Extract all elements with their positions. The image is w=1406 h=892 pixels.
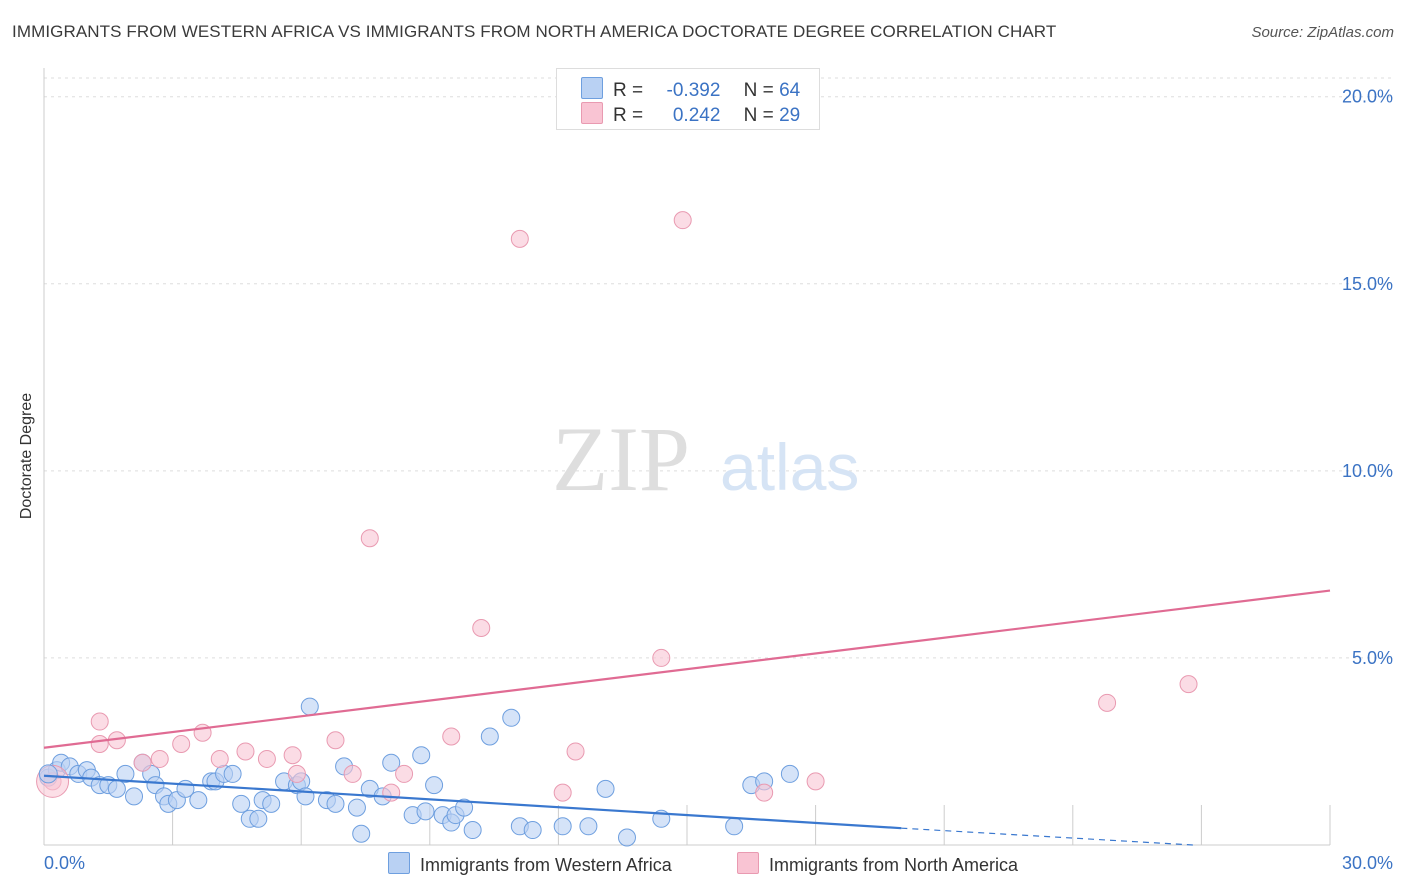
point-series0-50 bbox=[463, 821, 482, 840]
x-tick-label-min: 0.0% bbox=[44, 853, 85, 873]
point-series1-11 bbox=[283, 746, 302, 765]
point-series0-54 bbox=[523, 821, 542, 840]
chart-title: IMMIGRANTS FROM WESTERN AFRICA VS IMMIGR… bbox=[12, 22, 1057, 41]
point-series1-10 bbox=[257, 749, 276, 768]
gridlines bbox=[44, 77, 1392, 659]
trend-line-western-africa bbox=[43, 774, 902, 830]
point-series0-11 bbox=[125, 787, 144, 806]
point-series0-49 bbox=[455, 798, 474, 817]
bottom-legend-north-america: Immigrants from North America bbox=[737, 852, 1018, 876]
point-series0-56 bbox=[579, 817, 598, 836]
bottom-legend-label-blue: Immigrants from Western Africa bbox=[420, 855, 672, 875]
y-tick-label-0: 5.0% bbox=[1352, 648, 1393, 668]
point-series1-15 bbox=[360, 529, 379, 548]
bottom-legend-swatch-pink bbox=[737, 852, 759, 874]
point-series0-60 bbox=[725, 817, 744, 836]
data-points bbox=[36, 211, 1198, 847]
point-series1-8 bbox=[210, 749, 229, 768]
point-series1-23 bbox=[652, 648, 671, 667]
point-series0-28 bbox=[262, 794, 281, 813]
point-series0-45 bbox=[425, 776, 444, 795]
point-series1-16 bbox=[382, 783, 401, 802]
watermark-zip: ZIP bbox=[552, 408, 690, 510]
point-series0-44 bbox=[416, 802, 435, 821]
point-series0-19 bbox=[189, 791, 208, 810]
point-series0-26 bbox=[249, 809, 268, 828]
point-series0-10 bbox=[116, 764, 135, 783]
point-series0-9 bbox=[107, 779, 126, 798]
point-series1-28 bbox=[1179, 675, 1198, 694]
legend-swatch-blue bbox=[581, 77, 603, 99]
legend-r-label: R = bbox=[613, 105, 644, 126]
bottom-legend-western-africa: Immigrants from Western Africa bbox=[388, 852, 672, 876]
point-series0-57 bbox=[596, 779, 615, 798]
y-tick-label-3: 20.0% bbox=[1342, 87, 1393, 107]
point-cluster-blue bbox=[38, 764, 58, 784]
legend-row-western-africa: R = -0.392 N = 64 bbox=[581, 77, 800, 101]
point-series0-41 bbox=[382, 753, 401, 772]
point-series1-21 bbox=[553, 783, 572, 802]
trend-line-north-america bbox=[43, 589, 1331, 749]
watermark: ZIP atlas bbox=[552, 408, 859, 510]
bottom-legend-label-pink: Immigrants from North America bbox=[769, 855, 1019, 875]
point-series0-33 bbox=[300, 697, 319, 716]
point-series1-4 bbox=[133, 753, 152, 772]
legend-n-label: N = bbox=[743, 80, 774, 101]
legend-swatch-pink bbox=[581, 102, 603, 124]
bottom-legend-swatch-blue bbox=[388, 852, 410, 874]
point-series1-5 bbox=[150, 749, 169, 768]
y-tick-label-2: 15.0% bbox=[1342, 274, 1393, 294]
point-series1-14 bbox=[343, 764, 362, 783]
point-series0-35 bbox=[326, 794, 345, 813]
legend-r-value-pink: 0.242 bbox=[672, 105, 721, 126]
legend-n-value-pink: 29 bbox=[779, 105, 801, 126]
point-series0-58 bbox=[617, 828, 636, 847]
legend-n-value-blue: 64 bbox=[779, 80, 801, 101]
point-series1-6 bbox=[172, 734, 191, 753]
point-series1-19 bbox=[472, 618, 491, 637]
point-series0-55 bbox=[553, 817, 572, 836]
x-tick-label-max: 30.0% bbox=[1342, 853, 1393, 873]
point-series0-38 bbox=[352, 824, 371, 843]
trend-line-western-africa-extension bbox=[901, 827, 1193, 846]
point-series1-27 bbox=[1098, 693, 1117, 712]
point-series1-12 bbox=[287, 764, 306, 783]
point-series0-63 bbox=[780, 764, 799, 783]
y-tick-label-1: 10.0% bbox=[1342, 461, 1393, 481]
point-series1-2 bbox=[90, 712, 109, 731]
point-series0-23 bbox=[223, 764, 242, 783]
correlation-legend: R = -0.392 N = 64 R = 0.242 N = 29 bbox=[556, 68, 820, 130]
point-series1-22 bbox=[566, 742, 585, 761]
legend-r-label: R = bbox=[613, 80, 644, 101]
tick-labels: 5.0% 10.0% 15.0% 20.0% 0.0% 30.0% bbox=[44, 87, 1393, 873]
point-series0-24 bbox=[232, 794, 251, 813]
legend-n-label: N = bbox=[743, 105, 774, 126]
point-series1-1 bbox=[90, 734, 109, 753]
point-series0-51 bbox=[480, 727, 499, 746]
point-series0-52 bbox=[502, 708, 521, 727]
trend-lines bbox=[43, 589, 1331, 846]
point-series1-9 bbox=[236, 742, 255, 761]
point-series1-18 bbox=[442, 727, 461, 746]
point-series1-26 bbox=[806, 772, 825, 791]
point-series0-37 bbox=[347, 798, 366, 817]
point-series1-13 bbox=[326, 731, 345, 750]
point-series1-25 bbox=[755, 783, 774, 802]
watermark-atlas: atlas bbox=[720, 430, 859, 504]
point-series1-24 bbox=[673, 211, 692, 230]
point-series0-43 bbox=[412, 746, 431, 765]
point-series1-17 bbox=[395, 764, 414, 783]
source-label: Source: ZipAtlas.com bbox=[1251, 24, 1394, 41]
legend-row-north-america: R = 0.242 N = 29 bbox=[581, 102, 800, 126]
legend-r-value-blue: -0.392 bbox=[666, 80, 721, 101]
point-series1-20 bbox=[510, 229, 529, 248]
